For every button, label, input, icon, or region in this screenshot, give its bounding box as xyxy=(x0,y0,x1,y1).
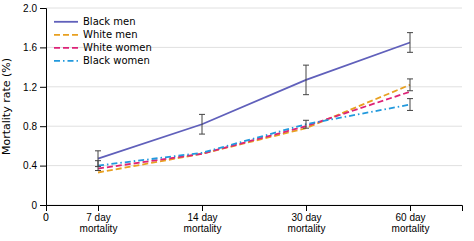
legend-label: White women xyxy=(83,42,152,53)
error-bar xyxy=(199,114,205,134)
tick-label-line: 30 day xyxy=(291,212,321,223)
tick-label: 1.2 xyxy=(23,82,37,93)
tick-label-line: mortality xyxy=(184,223,222,234)
plot: 00.40.81.21.62.07 daymortality14 daymort… xyxy=(0,3,463,234)
tick-mark xyxy=(40,166,46,167)
error-bar xyxy=(407,99,413,111)
legend-item: Black men xyxy=(54,16,135,27)
tick-mark xyxy=(40,8,46,9)
legend-swatch xyxy=(54,47,78,49)
legend-item: Black women xyxy=(54,55,150,66)
tick-mark xyxy=(40,47,46,48)
marks xyxy=(95,33,413,173)
tick-mark xyxy=(202,205,203,211)
tick: 0 xyxy=(31,200,46,211)
tick: 60 daymortality xyxy=(392,205,430,234)
grid xyxy=(46,8,462,205)
tick-label: 0 xyxy=(31,200,37,211)
chart: 00.40.81.21.62.07 daymortality14 daymort… xyxy=(0,0,474,241)
grid-line xyxy=(46,86,462,87)
series-line xyxy=(98,105,410,166)
error-bar xyxy=(407,33,413,53)
tick: 7 daymortality xyxy=(80,205,118,234)
tick-mark xyxy=(40,205,46,206)
tick: 14 daymortality xyxy=(184,205,222,234)
tick-label: 7 daymortality xyxy=(80,212,118,234)
tick-label-line: mortality xyxy=(80,223,118,234)
tick: 1.6 xyxy=(23,42,46,53)
tick-label: 14 daymortality xyxy=(184,212,222,234)
legend-item: White men xyxy=(54,29,138,40)
tick: 0.8 xyxy=(23,121,46,132)
axis-line xyxy=(47,206,463,212)
legend-item: White women xyxy=(54,42,152,53)
tick-mark xyxy=(40,87,46,88)
error-bar xyxy=(303,65,309,95)
legend-swatch xyxy=(54,34,78,36)
tick: 1.2 xyxy=(23,82,46,93)
tick-label-line: 60 day xyxy=(395,212,425,223)
tick-label: 30 daymortality xyxy=(288,212,326,234)
legend: Black men White men White women Black women xyxy=(54,16,152,66)
tick: 0.4 xyxy=(23,160,46,171)
y-axis-title: Mortality rate (%) xyxy=(0,58,13,155)
legend-label: White men xyxy=(83,29,138,40)
legend-label: Black women xyxy=(83,55,150,66)
legend-swatch xyxy=(54,21,78,23)
tick-label: 1.6 xyxy=(23,42,37,53)
tick-label: 60 daymortality xyxy=(392,212,430,234)
legend-label: Black men xyxy=(83,16,135,27)
tick-label-line: 14 day xyxy=(187,212,217,223)
tick: 2.0 xyxy=(23,3,46,14)
grid-line xyxy=(46,165,462,166)
error-bar xyxy=(303,120,309,128)
grid-line xyxy=(46,126,462,127)
tick-mark xyxy=(40,126,46,127)
tick: 30 daymortality xyxy=(288,205,326,234)
tick-mark xyxy=(306,205,307,211)
tick-label-line: mortality xyxy=(392,223,430,234)
tick-mark xyxy=(98,205,99,211)
tick-label: 2.0 xyxy=(23,3,37,14)
tick-label: 0.8 xyxy=(23,121,37,132)
error-bar xyxy=(407,79,413,91)
axis-line xyxy=(40,9,47,206)
error-bar xyxy=(95,161,101,171)
series-line xyxy=(98,85,410,173)
y-axis: 0 0.4 0.8 1.2 1.6 2.0 xyxy=(23,3,46,211)
legend-swatch xyxy=(54,60,78,62)
tick-label: 0.4 xyxy=(23,160,37,171)
tick-mark xyxy=(410,205,411,211)
grid-line xyxy=(46,8,462,9)
series-line xyxy=(98,92,410,169)
tick-label-line: 7 day xyxy=(86,212,110,223)
x-axis: 7 daymortality14 daymortality30 daymorta… xyxy=(47,205,463,234)
annotation: 0 xyxy=(43,212,49,223)
tick-label-line: mortality xyxy=(288,223,326,234)
